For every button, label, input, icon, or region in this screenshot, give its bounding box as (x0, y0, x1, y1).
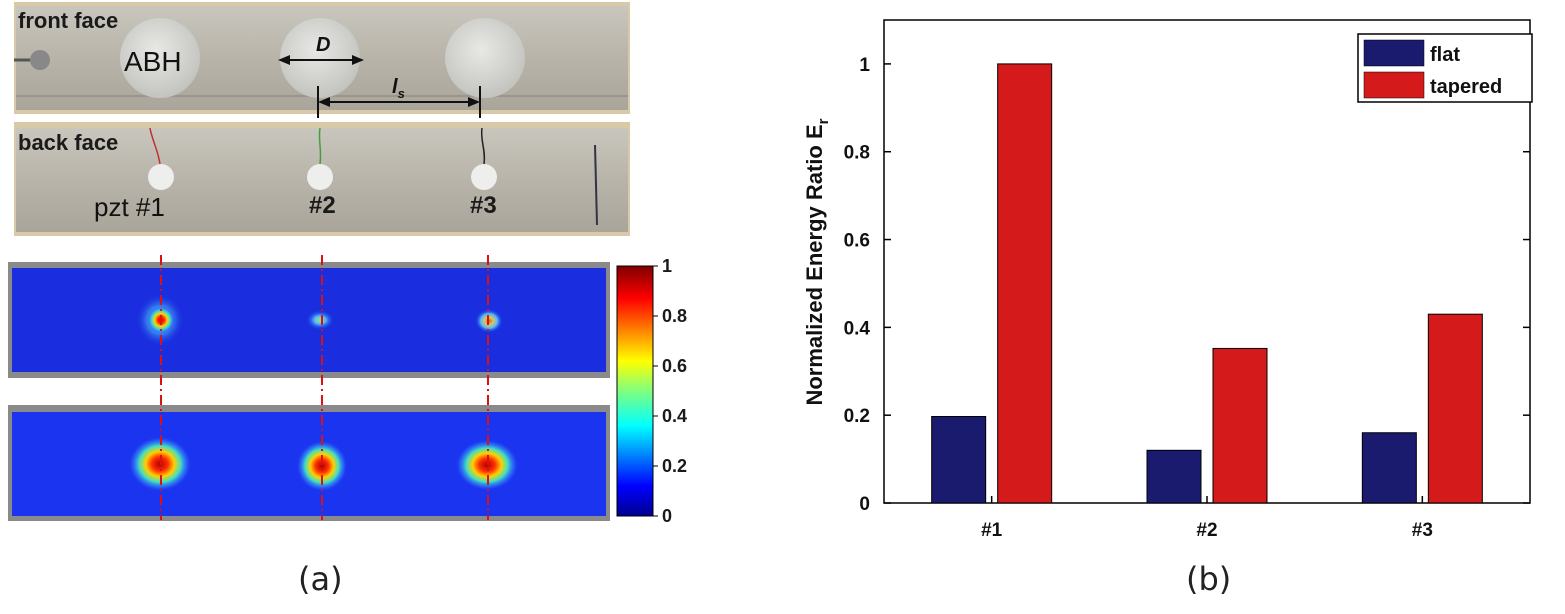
colorbar-tick: 1 (662, 256, 673, 276)
y-tick-label: 0 (859, 494, 870, 515)
heatmap-tapered (8, 405, 610, 521)
ls-label: ls (392, 76, 405, 101)
legend-swatch (1363, 71, 1425, 99)
front-face-label: front face (18, 8, 119, 33)
x-tick-label: #3 (1412, 520, 1433, 541)
pzt-label-1: pzt #1 (94, 192, 165, 222)
panel-b-label: (b) (1186, 560, 1232, 598)
d-label: D (316, 34, 331, 56)
y-tick-label: 0.8 (844, 143, 870, 164)
y-axis-label-sub: r (815, 118, 832, 124)
legend-label: tapered (1430, 76, 1502, 98)
y-axis-label-main: Normalized Energy Ratio E (802, 124, 827, 405)
legend-swatch (1363, 39, 1425, 67)
bar-flat (1146, 449, 1202, 504)
x-tick-label: #2 (1196, 520, 1217, 541)
bar-tapered (1427, 313, 1483, 504)
front-face-photo (14, 2, 630, 118)
legend-label: flat (1430, 44, 1460, 66)
y-tick-label: 0.6 (844, 231, 870, 252)
abh-disc-1 (120, 18, 200, 98)
bar-tapered (997, 63, 1053, 504)
ls-main: l (392, 76, 398, 98)
colorbar (616, 265, 658, 517)
heatmap-flat (8, 262, 610, 378)
abh-disc-2 (280, 18, 360, 98)
pzt-label-2: #2 (309, 192, 336, 219)
ls-sub: s (397, 86, 405, 101)
bar-flat (931, 415, 987, 504)
y-tick-label: 0.2 (844, 406, 870, 427)
pzt-label-3: #3 (470, 192, 497, 219)
abh-label: ABH (124, 46, 182, 77)
back-face-photo (14, 122, 630, 236)
pzt-sensor-1 (148, 164, 174, 190)
back-face-label: back face (18, 130, 119, 155)
pzt-sensor-3 (471, 164, 497, 190)
colorbar-tick: 0.8 (662, 306, 688, 326)
chart-legend: flat tapered (1357, 33, 1533, 103)
panel-a-graphics (8, 2, 658, 521)
panel-a-label: (a) (298, 560, 343, 598)
abh-disc-3 (445, 18, 525, 98)
colorbar-tick: 0 (662, 506, 673, 526)
y-axis-label: Normalized Energy Ratio Er (802, 118, 832, 405)
chart-ticks: 0 0.2 0.4 0.6 0.8 1 #1 #2 #3 (844, 55, 1530, 541)
y-tick-label: 1 (859, 55, 870, 76)
bar-tapered (1212, 347, 1268, 504)
chart-bars (931, 63, 1483, 504)
alignment-lines (160, 255, 489, 520)
y-tick-label: 0.4 (844, 318, 871, 339)
colorbar-tick: 0.6 (662, 356, 688, 376)
x-tick-label: #1 (981, 520, 1003, 541)
pzt-sensor-2 (307, 164, 333, 190)
colorbar-tick: 0.2 (662, 456, 688, 476)
colorbar-tick: 0.4 (662, 406, 688, 426)
energy-ratio-bar-chart: 0 0.2 0.4 0.6 0.8 1 #1 #2 #3 flat tapered Normali… (802, 19, 1533, 541)
bar-flat (1361, 432, 1417, 504)
